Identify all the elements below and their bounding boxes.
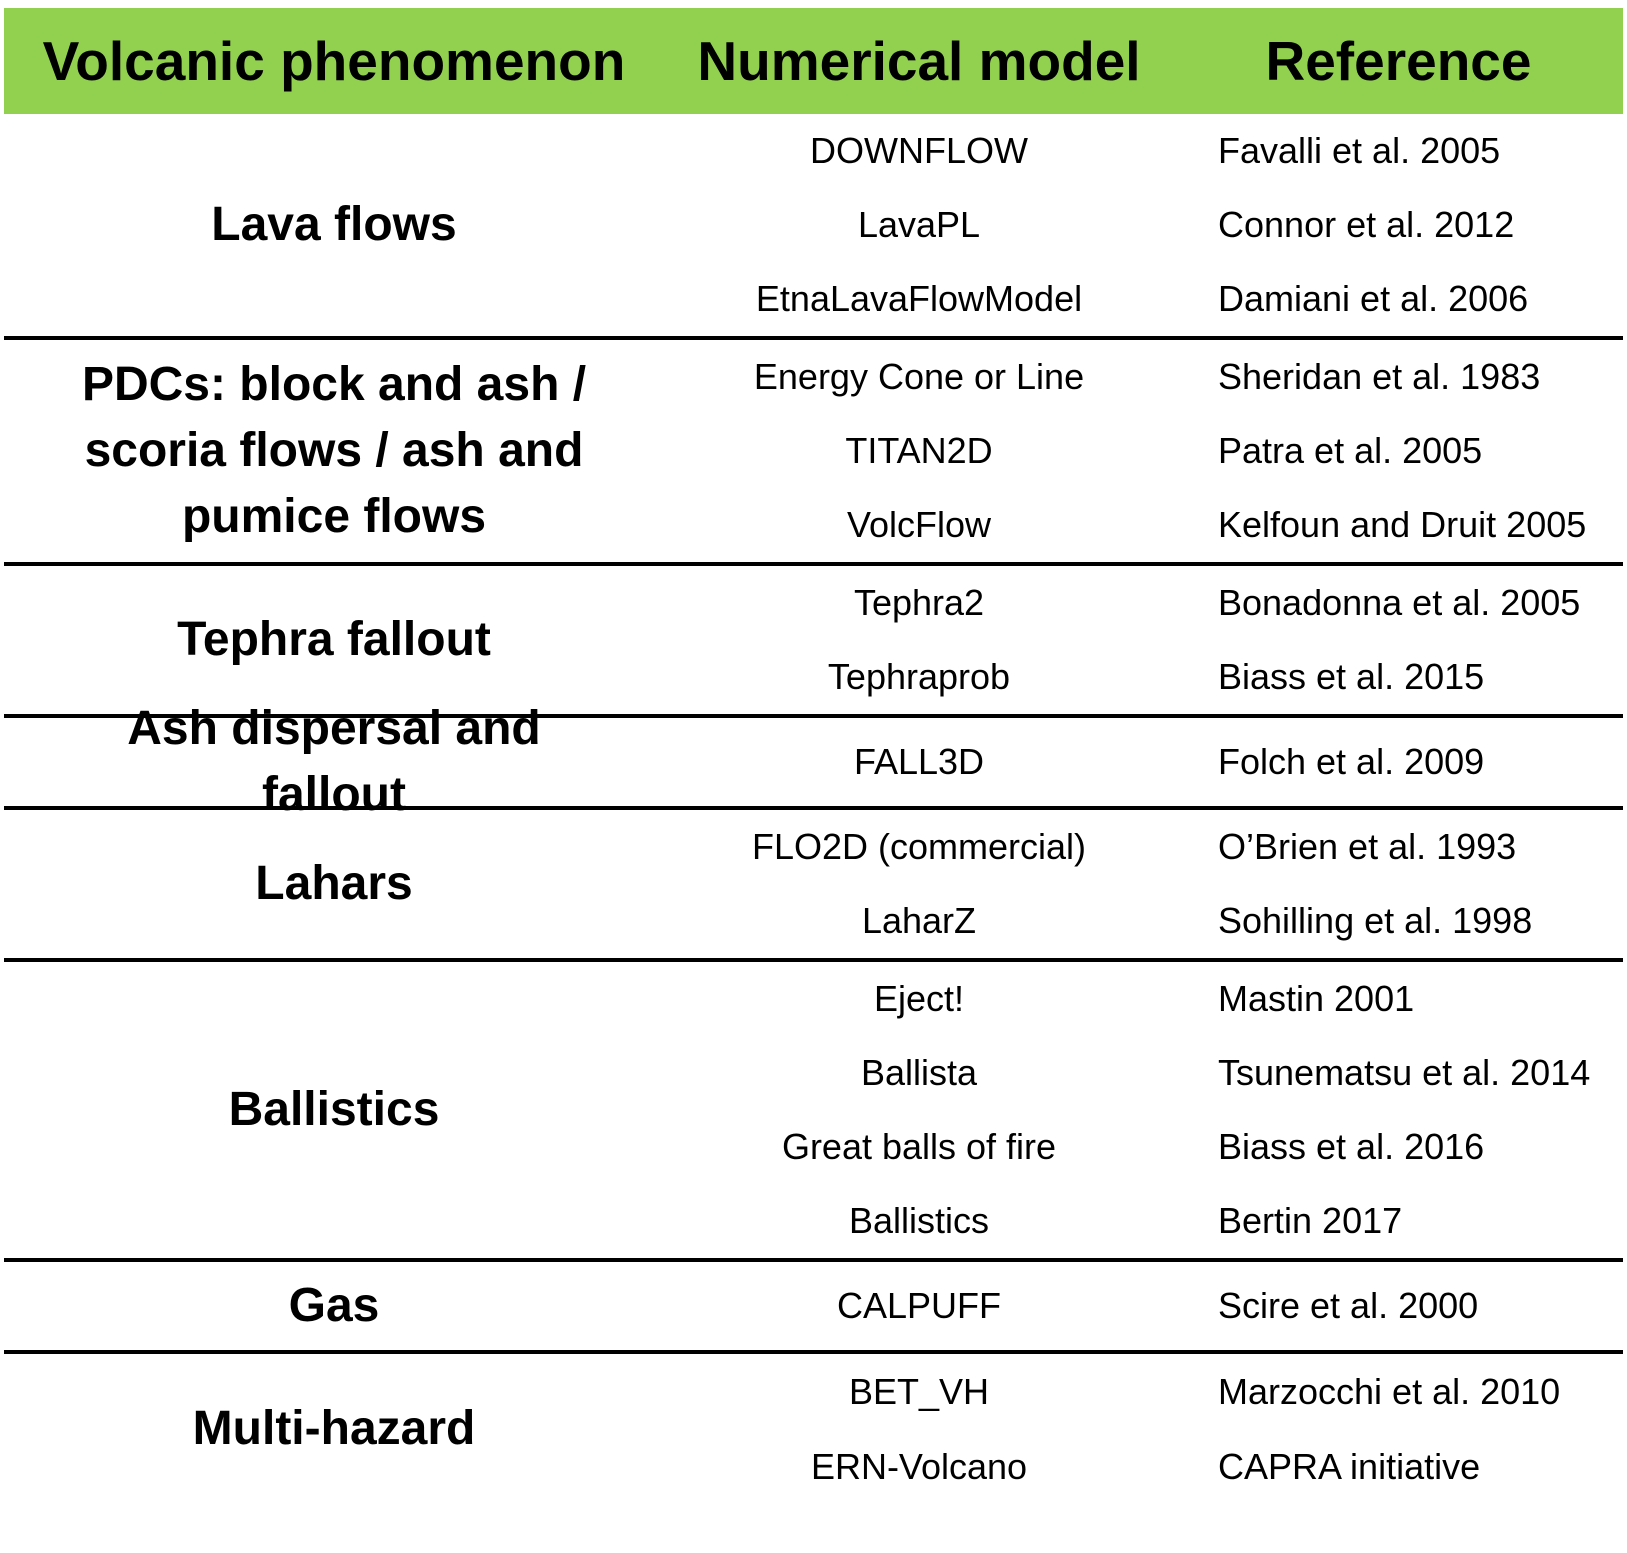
model-rows: Energy Cone or Line Sheridan et al. 1983 T… [664, 340, 1623, 562]
phenomenon-label: Lava flows [211, 198, 457, 251]
reference-cell: Favalli et al. 2005 [1218, 130, 1501, 171]
table-group: Ballistics Eject! Mastin 2001 Ballista Tsune… [4, 962, 1623, 1262]
table-group: Multi-hazard BET_VH Marzocchi et al. 2010 E… [4, 1354, 1623, 1504]
table-group: Ash dispersal and fallout FALL3D Folch et … [4, 702, 1623, 821]
reference-cell: Marzocchi et al. 2010 [1218, 1370, 1561, 1412]
phenomenon-cell: PDCs: block and ash / scoria flows / ash… [4, 340, 664, 562]
model-rows: Eject! Mastin 2001 Ballista Tsunematsu et a… [664, 962, 1623, 1258]
table-row: Tephraprob Biass et al. 2015 [664, 640, 1623, 714]
phenomenon-label: Ballistics [228, 1083, 440, 1136]
model-cell: DOWNFLOW [810, 130, 1028, 171]
reference-cell: Biass et al. 2015 [1218, 656, 1485, 697]
reference-cell: Damiani et al. 2006 [1218, 278, 1529, 319]
model-cell: Eject! [873, 978, 965, 1019]
model-cell: BET_VH [848, 1370, 990, 1412]
model-cell: CALPUFF [836, 1285, 1002, 1326]
table-row: FLO2D (commercial) O’Brien et al. 1993 [664, 810, 1623, 884]
table-row: Ballista Tsunematsu et al. 2014 [664, 1036, 1623, 1110]
model-cell: VolcFlow [846, 504, 992, 545]
model-cell: Ballista [860, 1052, 978, 1093]
model-cell: Tephraprob [827, 656, 1011, 697]
phenomenon-label: Multi-hazard [192, 1402, 476, 1455]
reference-cell: Connor et al. 2012 [1218, 204, 1515, 245]
model-cell: Energy Cone or Line [753, 356, 1085, 397]
phenomenon-label: PDCs: block and ash / scoria flows / ash… [81, 358, 587, 543]
table-row: DOWNFLOW Favalli et al. 2005 [664, 114, 1623, 188]
model-cell: ERN-Volcano [810, 1445, 1028, 1487]
table-row: Energy Cone or Line Sheridan et al. 1983 [664, 340, 1623, 414]
reference-cell: CAPRA initiative [1218, 1445, 1481, 1487]
table-row: LavaPL Connor et al. 2012 [664, 188, 1623, 262]
model-rows: FLO2D (commercial) O’Brien et al. 1993 Lah… [664, 810, 1623, 958]
model-cell: FLO2D (commercial) [751, 826, 1087, 867]
model-cell: TITAN2D [845, 430, 993, 471]
phenomenon-label: Gas [288, 1279, 380, 1332]
table-row: Great balls of fire Biass et al. 2016 [664, 1110, 1623, 1184]
reference-cell: Sheridan et al. 1983 [1218, 356, 1541, 397]
phenomenon-cell: Multi-hazard [4, 1354, 664, 1504]
model-cell: EtnaLavaFlowModel [755, 278, 1083, 319]
model-cell: FALL3D [853, 741, 985, 782]
header-model: Numerical model [697, 30, 1141, 92]
reference-cell: Biass et al. 2016 [1218, 1126, 1485, 1167]
model-rows: DOWNFLOW Favalli et al. 2005 LavaPL Connor … [664, 114, 1623, 336]
table-row: EtnaLavaFlowModel Damiani et al. 2006 [664, 262, 1623, 336]
reference-cell: Folch et al. 2009 [1218, 741, 1485, 782]
reference-cell: Patra et al. 2005 [1218, 430, 1483, 471]
model-rows: FALL3D Folch et al. 2009 [664, 718, 1623, 806]
reference-cell: Sohilling et al. 1998 [1218, 900, 1533, 941]
table-row: BET_VH Marzocchi et al. 2010 [664, 1354, 1623, 1429]
reference-cell: Kelfoun and Druit 2005 [1218, 504, 1587, 545]
header-phenomenon: Volcanic phenomenon [42, 30, 626, 92]
phenomenon-label: Ash dispersal and fallout [127, 702, 541, 821]
table-row: FALL3D Folch et al. 2009 [664, 723, 1623, 801]
table-row: Ballistics Bertin 2017 [664, 1184, 1623, 1258]
table-row: TITAN2D Patra et al. 2005 [664, 414, 1623, 488]
table-group: Tephra fallout Tephra2 Bonadonna et al. 20… [4, 566, 1623, 718]
table-group: Lava flows DOWNFLOW Favalli et al. 2005 Lav… [4, 114, 1623, 340]
model-cell: Great balls of fire [781, 1126, 1057, 1167]
reference-cell: Mastin 2001 [1218, 978, 1415, 1019]
table-row: ERN-Volcano CAPRA initiative [664, 1429, 1623, 1504]
table-row: VolcFlow Kelfoun and Druit 2005 [664, 488, 1623, 562]
reference-cell: O’Brien et al. 1993 [1218, 826, 1517, 867]
phenomenon-cell: Lahars [4, 810, 664, 958]
table-row: CALPUFF Scire et al. 2000 [664, 1267, 1623, 1345]
table-row: LaharZ Sohilling et al. 1998 [664, 884, 1623, 958]
phenomenon-label: Lahars [255, 857, 413, 910]
model-cell: Tephra2 [853, 582, 985, 623]
reference-cell: Scire et al. 2000 [1218, 1285, 1479, 1326]
model-cell: LaharZ [861, 900, 977, 941]
reference-cell: Tsunematsu et al. 2014 [1218, 1052, 1591, 1093]
model-cell: LavaPL [857, 204, 981, 245]
table-row: Eject! Mastin 2001 [664, 962, 1623, 1036]
phenomenon-cell: Tephra fallout [4, 566, 664, 714]
phenomenon-cell: Gas [4, 1262, 664, 1350]
table-group: Gas CALPUFF Scire et al. 2000 [4, 1262, 1623, 1354]
table-body: Lava flows DOWNFLOW Favalli et al. 2005 Lav… [4, 114, 1623, 1504]
table-group: Lahars FLO2D (commercial) O’Brien et al. 1… [4, 810, 1623, 962]
phenomenon-cell: Ash dispersal and fallout [4, 702, 664, 821]
model-rows: BET_VH Marzocchi et al. 2010 ERN-Volcano CA… [664, 1354, 1623, 1504]
table-row: Tephra2 Bonadonna et al. 2005 [664, 566, 1623, 640]
phenomenon-cell: Ballistics [4, 962, 664, 1258]
model-rows: Tephra2 Bonadonna et al. 2005 Tephraprob Bi… [664, 566, 1623, 714]
reference-cell: Bertin 2017 [1218, 1200, 1403, 1241]
model-rows: CALPUFF Scire et al. 2000 [664, 1262, 1623, 1350]
phenomenon-cell: Lava flows [4, 114, 664, 336]
table-group: PDCs: block and ash / scoria flows / ash… [4, 340, 1623, 566]
phenomenon-label: Tephra fallout [177, 613, 491, 666]
reference-cell: Bonadonna et al. 2005 [1218, 582, 1581, 623]
header-reference: Reference [1265, 30, 1532, 92]
table-header: Volcanic phenomenon Numerical model Refe… [4, 8, 1623, 114]
model-cell: Ballistics [848, 1200, 990, 1241]
models-table: Volcanic phenomenon Numerical model Refe… [4, 8, 1623, 1504]
